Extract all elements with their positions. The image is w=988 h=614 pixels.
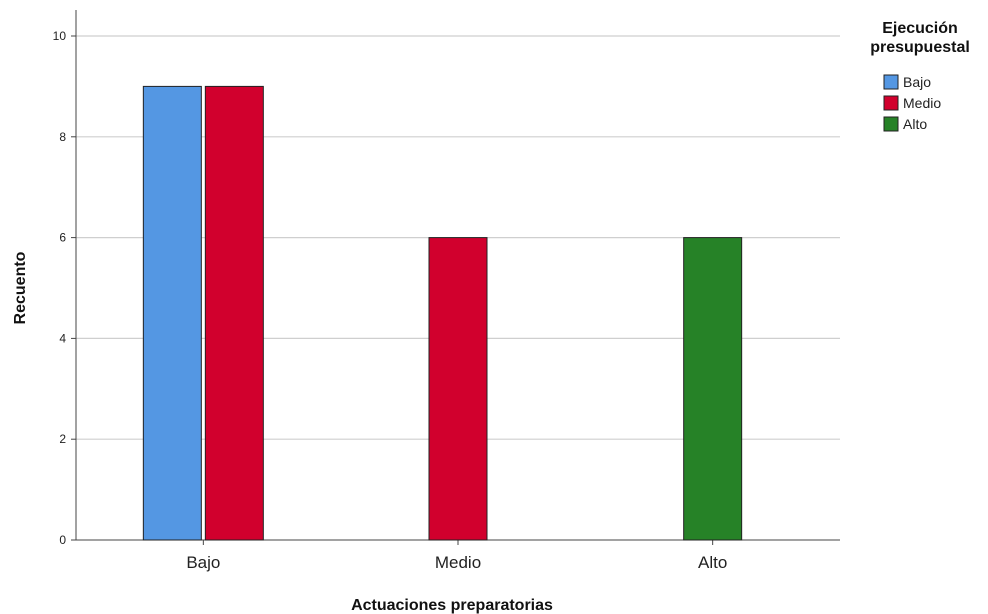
y-axis: 0 2 4 6 8 10 — [53, 10, 77, 547]
legend-swatch-medio — [883, 95, 899, 111]
bar-bajo-bajo — [142, 85, 202, 541]
y-tick-label: 4 — [59, 331, 66, 345]
legend-label-bajo: Bajo — [903, 74, 931, 90]
x-tick-label: Alto — [698, 553, 727, 572]
legend-label-medio: Medio — [903, 95, 941, 111]
y-tick-label: 10 — [53, 29, 67, 43]
legend-swatch-alto — [883, 116, 899, 132]
y-tick-label: 2 — [59, 432, 66, 446]
y-tick-label: 0 — [59, 533, 66, 547]
x-tick-label: Bajo — [186, 553, 220, 572]
bar-medio-medio — [428, 237, 488, 541]
legend-swatch-bajo — [883, 74, 899, 90]
bar-bajo-medio — [204, 85, 264, 541]
x-axis — [76, 539, 840, 545]
legend-title-line2: presupuestal — [870, 39, 970, 56]
y-tick-label: 8 — [59, 130, 66, 144]
x-axis-title: Actuaciones preparatorias — [351, 597, 553, 614]
legend-label-alto: Alto — [903, 116, 927, 132]
legend: Ejecución presupuestal Bajo Medio Alto — [870, 20, 970, 132]
y-tick-label: 6 — [59, 231, 66, 245]
x-tick-label: Medio — [435, 553, 481, 572]
category-labels: Bajo Medio Alto — [186, 553, 727, 572]
bar-alto-alto — [683, 237, 743, 541]
bars — [142, 85, 743, 541]
legend-title-line1: Ejecución — [882, 20, 958, 37]
y-axis-title: Recuento — [12, 251, 29, 324]
